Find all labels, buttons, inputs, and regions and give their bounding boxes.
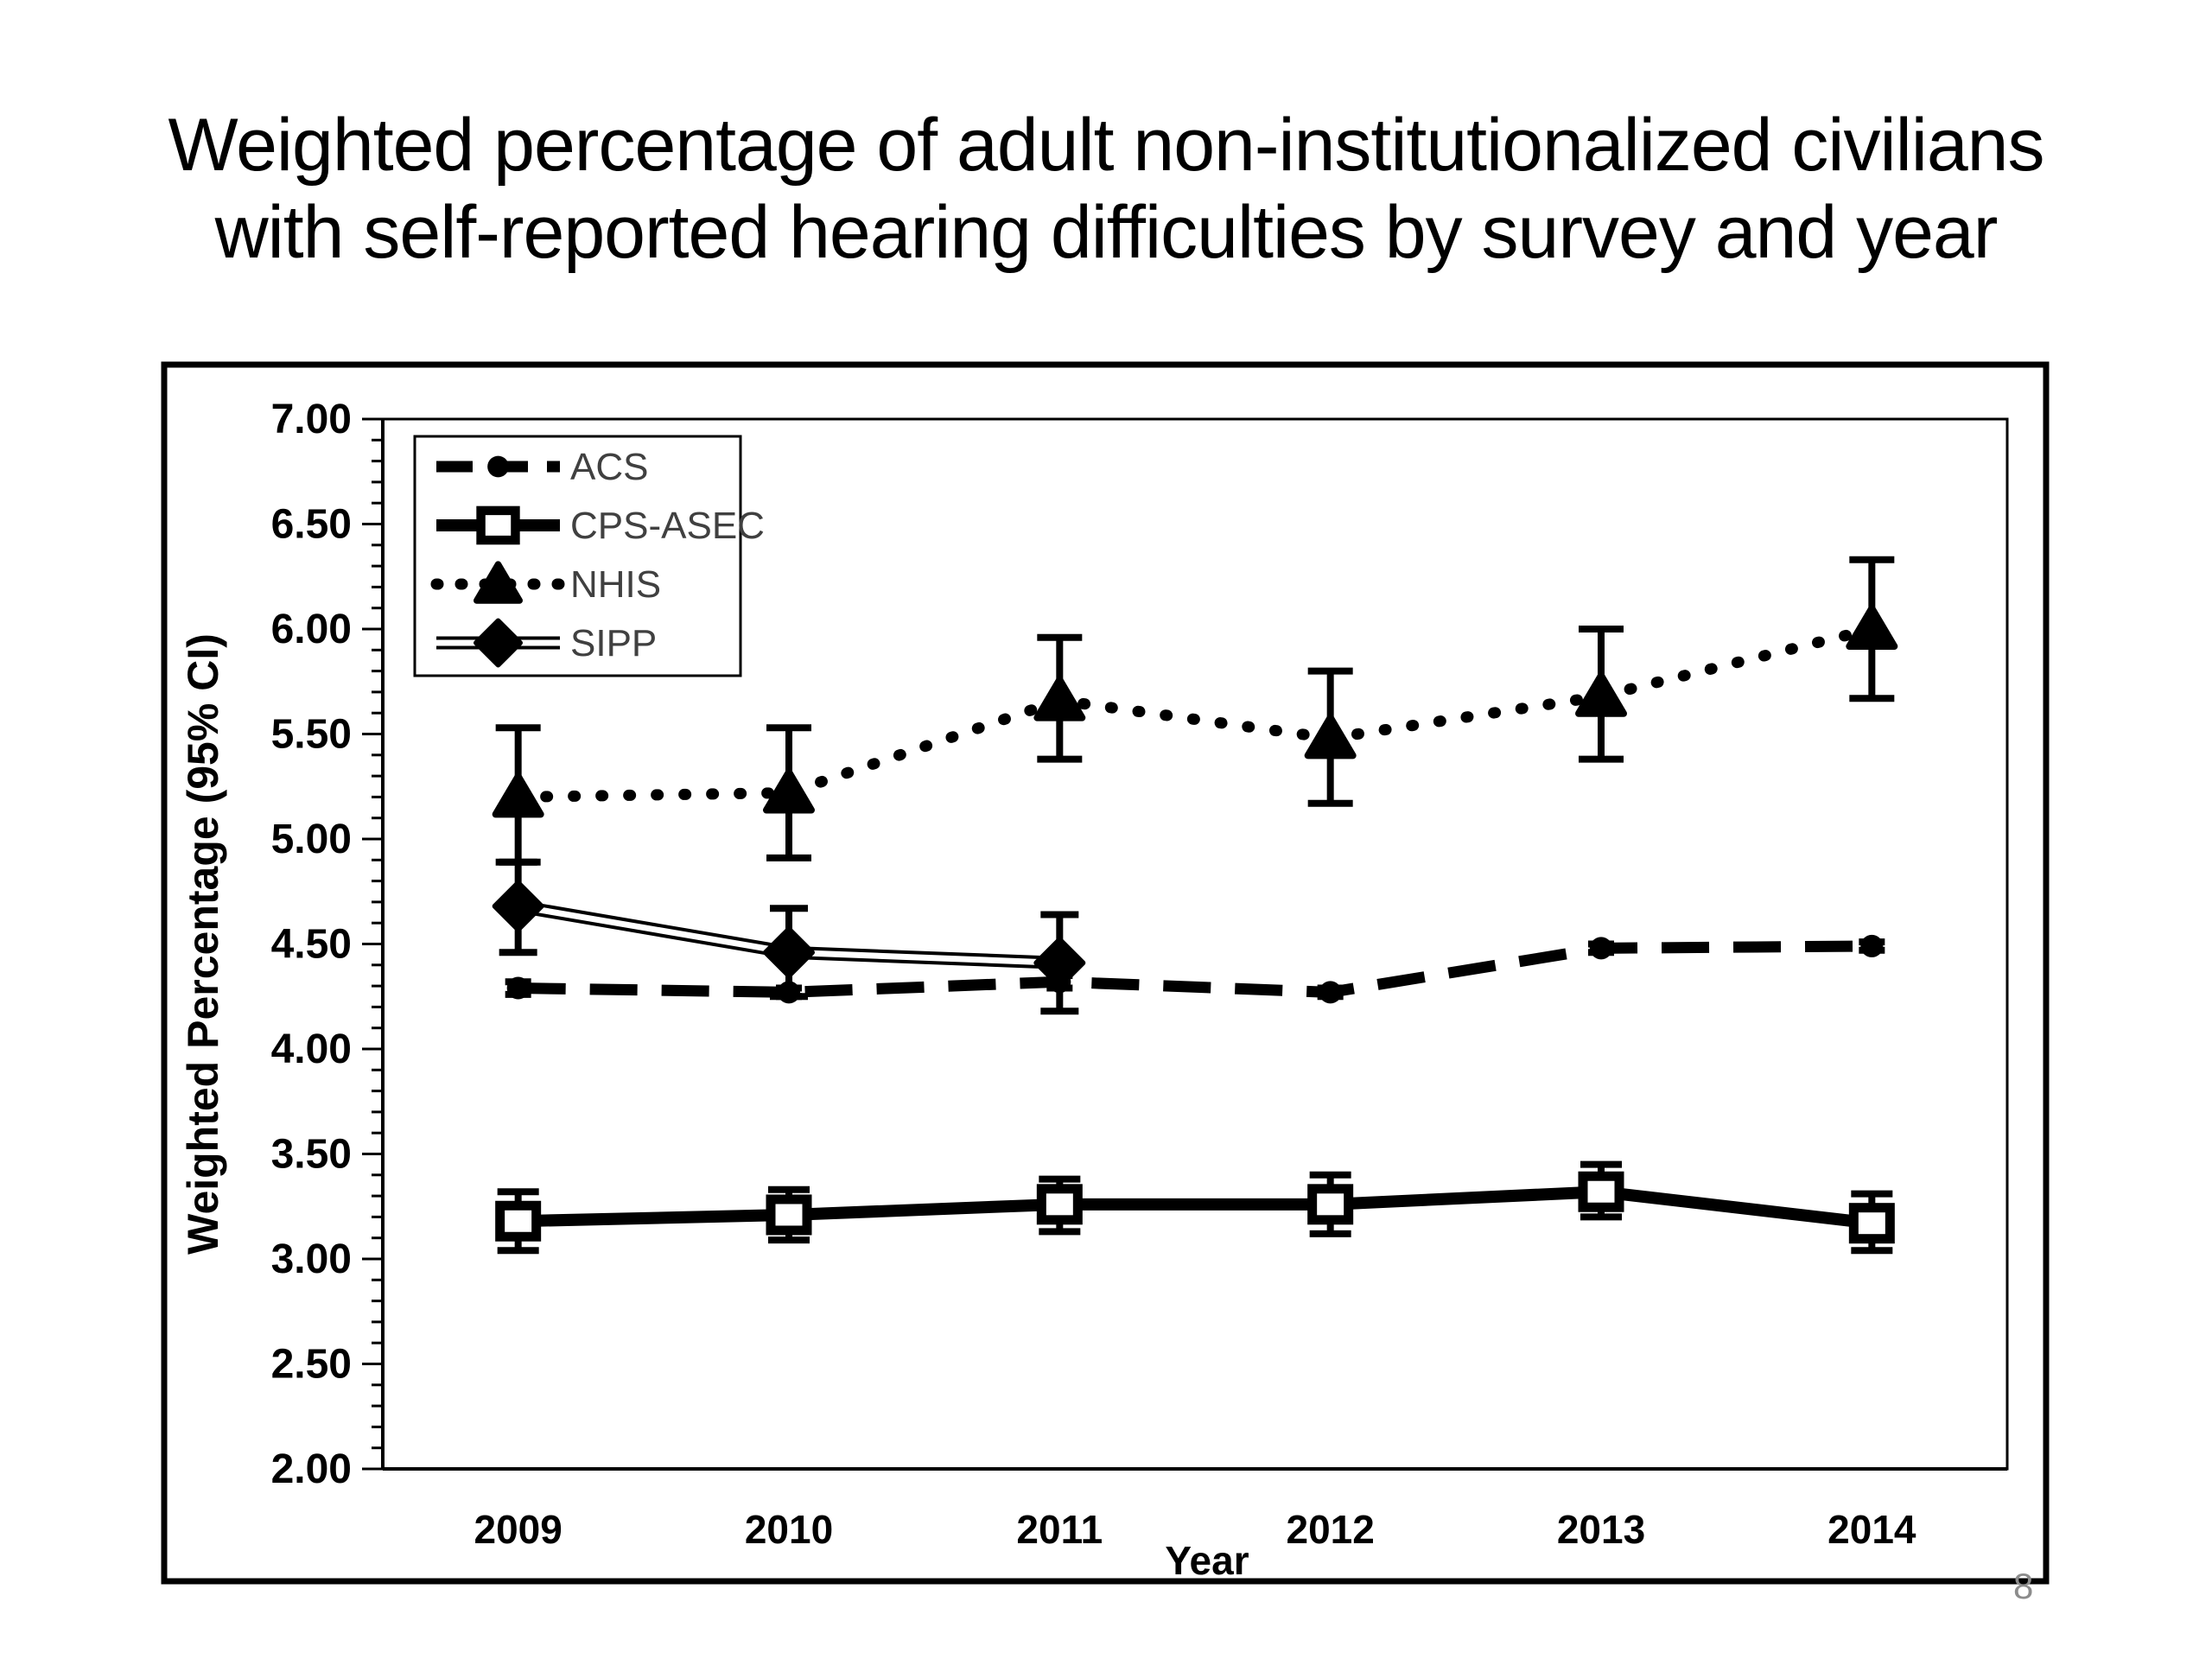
y-tick-label: 3.50 <box>271 1132 352 1178</box>
series-line <box>518 940 1872 998</box>
circle-marker <box>1860 934 1884 957</box>
y-axis: 2.00 2.50 3.00 3.50 4.00 4.50 5.00 5.50 6.00 6.50… <box>271 397 383 1492</box>
diamond-marker <box>763 926 815 979</box>
y-tick-label: 4.50 <box>271 922 352 968</box>
series-line <box>512 623 1878 803</box>
circle-marker <box>487 455 509 478</box>
y-tick-label: 7.00 <box>271 397 352 442</box>
chart-title-line2: with self-reported hearing difficulties … <box>214 191 1999 275</box>
square-marker <box>766 1194 812 1236</box>
legend-item-ACS: ACS <box>436 446 648 488</box>
y-tick-label: 3.00 <box>271 1236 352 1282</box>
markers-NHIS <box>492 605 1898 818</box>
chart-outer-frame <box>161 361 2050 1585</box>
x-tick-label: 2012 <box>1286 1507 1374 1552</box>
circle-marker <box>506 976 530 1000</box>
y-tick-label: 2.50 <box>271 1342 352 1388</box>
series-ACS <box>518 940 1872 998</box>
legend-item-SIPP: SIPP <box>436 618 657 668</box>
legend-item-NHIS: NHIS <box>430 561 661 606</box>
triangle-marker <box>1846 605 1898 650</box>
legend: ACS CPS-ASEC NHIS SIPP <box>413 435 765 677</box>
y-tick-label: 2.00 <box>271 1446 352 1492</box>
chart-title: Weighted percentage of adult non-institu… <box>0 102 2212 277</box>
triangle-marker <box>1033 676 1086 721</box>
slide-page-number: 8 <box>2013 1566 2034 1606</box>
square-marker <box>495 1200 542 1242</box>
circle-marker <box>1319 981 1342 1004</box>
y-axis-title: Weighted Percentage (95% CI) <box>179 633 227 1255</box>
triangle-marker <box>763 768 815 814</box>
square-marker <box>1848 1203 1895 1244</box>
legend-box <box>413 435 742 677</box>
legend-label: NHIS <box>570 563 661 606</box>
legend-label: ACS <box>570 446 648 488</box>
legend-item-CPS-ASEC: CPS-ASEC <box>436 505 765 547</box>
square-marker <box>476 505 520 545</box>
triangle-marker <box>1575 671 1627 717</box>
x-tick-label: 2009 <box>474 1507 562 1552</box>
diamond-marker <box>1033 937 1086 989</box>
x-tick-label: 2014 <box>1827 1507 1916 1552</box>
markers-CPS-ASEC <box>495 1171 1895 1244</box>
y-tick-label: 6.00 <box>271 607 352 652</box>
series-NHIS <box>512 623 1878 803</box>
square-marker <box>1578 1171 1624 1212</box>
y-tick-label: 5.50 <box>271 712 352 758</box>
circle-marker <box>1590 937 1612 960</box>
triangle-marker <box>473 561 524 604</box>
square-marker <box>1307 1184 1354 1225</box>
x-tick-label: 2011 <box>1016 1507 1103 1552</box>
diamond-marker <box>473 618 524 668</box>
y-tick-label: 4.00 <box>271 1027 352 1072</box>
x-axis-title: Year <box>1165 1538 1249 1583</box>
diamond-marker <box>492 880 544 932</box>
series-CPS-ASEC <box>518 1185 1873 1230</box>
y-tick-label: 6.50 <box>271 502 352 548</box>
legend-label: CPS-ASEC <box>570 505 765 547</box>
chart-title-line1: Weighted percentage of adult non-institu… <box>168 104 2044 187</box>
markers-SIPP <box>492 880 1086 989</box>
square-marker <box>1036 1184 1083 1225</box>
legend-label: SIPP <box>570 622 657 664</box>
x-tick-label: 2010 <box>745 1507 833 1552</box>
triangle-marker <box>1304 714 1357 760</box>
x-tick-label: 2013 <box>1557 1507 1645 1552</box>
circle-marker <box>778 981 800 1004</box>
triangle-marker <box>492 772 544 818</box>
series-line <box>518 1185 1873 1230</box>
x-axis: 2009 2010 2011 2012 2013 2014 Year <box>474 1507 1916 1583</box>
y-tick-label: 5.00 <box>271 817 352 862</box>
